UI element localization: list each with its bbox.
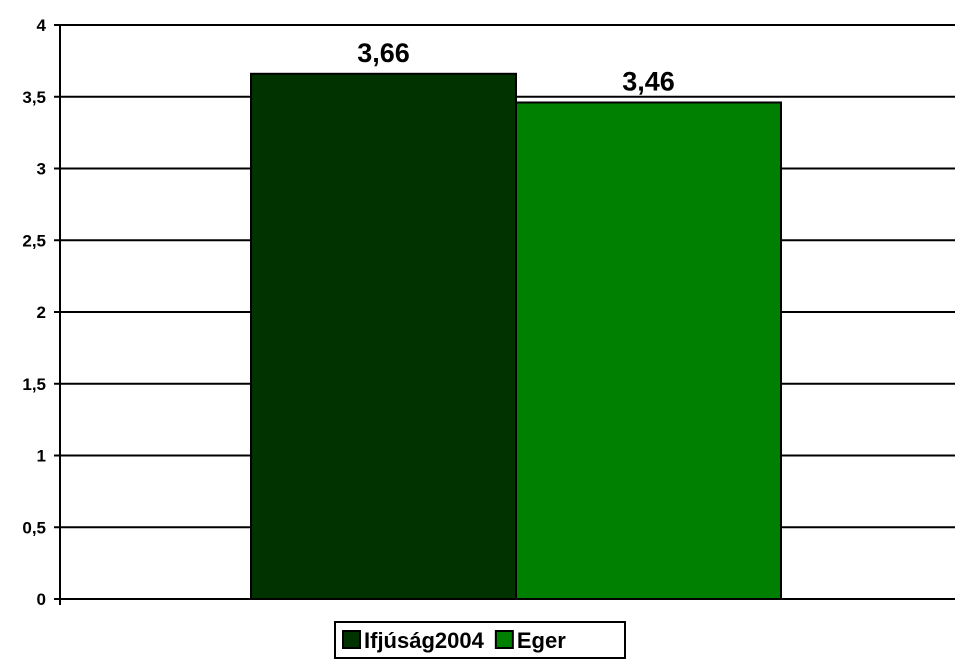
legend-swatch [494, 630, 514, 649]
legend-label: Eger [517, 628, 566, 653]
y-tick-label: 4 [37, 16, 47, 35]
legend-swatch [342, 630, 361, 649]
bar [250, 72, 517, 601]
y-tick-label: 1,5 [22, 375, 46, 394]
axes [54, 24, 955, 605]
legend: Ifjúság2004 Eger [334, 621, 626, 659]
legend-label: Ifjúság2004 [364, 628, 485, 653]
bars [250, 72, 782, 601]
y-tick-label: 3 [37, 160, 46, 179]
bar [515, 101, 782, 601]
y-tick-label: 1 [37, 447, 46, 466]
y-tick-label: 0 [37, 590, 46, 609]
data-label: 3,46 [622, 66, 675, 96]
y-tick-label: 3,5 [22, 88, 46, 107]
data-labels: 3,66 3,46 [357, 38, 675, 97]
y-tick-label: 0,5 [22, 518, 46, 537]
y-tick-labels: 0 0,5 1 1,5 2 2,5 3 3,5 4 [22, 16, 46, 609]
y-tick-label: 2 [37, 303, 46, 322]
data-label: 3,66 [357, 38, 410, 68]
legend-box [334, 621, 626, 659]
y-tick-label: 2,5 [22, 231, 46, 250]
